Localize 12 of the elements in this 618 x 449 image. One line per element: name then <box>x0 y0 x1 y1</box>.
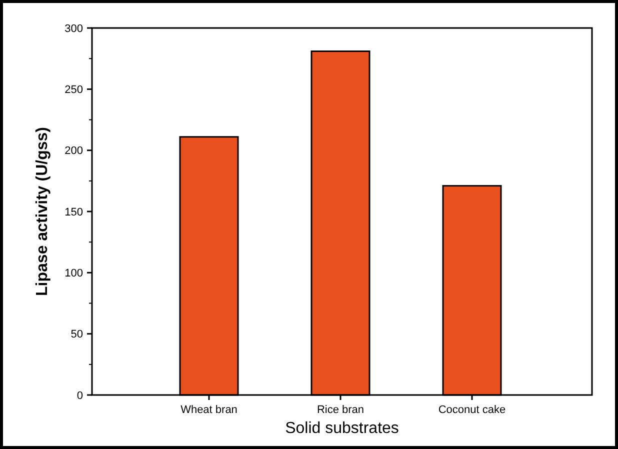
x-tick-label: Rice bran <box>316 404 364 416</box>
y-tick-label: 150 <box>64 206 83 218</box>
x-tick-label: Wheat bran <box>180 404 238 416</box>
y-tick-label: 250 <box>64 84 83 96</box>
y-tick-label: 300 <box>64 22 83 35</box>
y-tick-label: 50 <box>70 328 83 341</box>
x-tick-label: Coconut cake <box>438 404 506 416</box>
y-axis-title: Lipase activity (U/gss) <box>34 127 51 296</box>
x-axis-title: Solid substrates <box>285 420 399 437</box>
y-tick-label: 100 <box>64 268 83 280</box>
y-tick-label: 200 <box>64 145 83 158</box>
y-tick-label: 0 <box>76 390 83 402</box>
